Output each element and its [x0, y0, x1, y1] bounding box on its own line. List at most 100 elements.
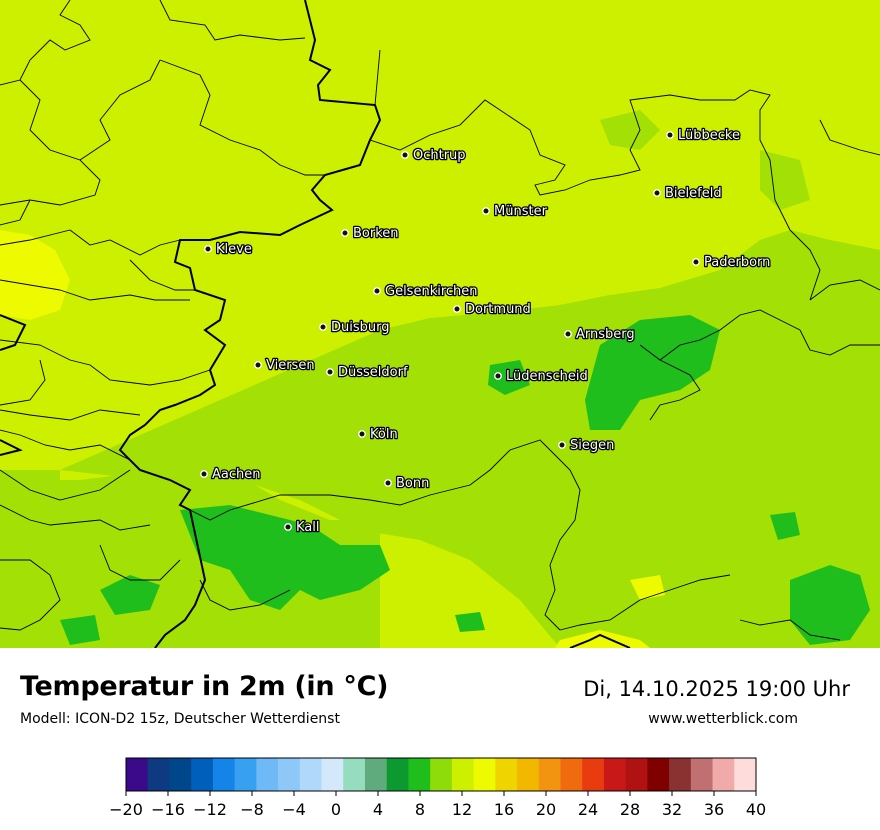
city-dot [564, 330, 572, 338]
legend-swatch [386, 758, 409, 791]
legend-swatch [669, 758, 692, 791]
city-label: Bonn [396, 476, 429, 491]
city-marker-16: Aachen [200, 466, 262, 483]
temperature-map: Lübbecke Ochtrup Bielefeld Münster Borken Kle… [0, 0, 880, 648]
legend-swatch [582, 758, 605, 791]
city-label: Lüdenscheid [506, 369, 588, 384]
legend-swatch [560, 758, 583, 791]
city-label: Kleve [216, 242, 252, 257]
city-dot [653, 189, 661, 197]
city-label: Bielefeld [665, 186, 722, 201]
city-marker-6: Paderborn [692, 254, 772, 271]
city-marker-0: Lübbecke [666, 127, 741, 144]
legend-swatch [299, 758, 323, 791]
city-label: Viersen [266, 358, 315, 373]
city-dot [200, 470, 208, 478]
city-dot [254, 361, 262, 369]
city-marker-14: Köln [358, 426, 399, 443]
legend-swatch [734, 758, 757, 791]
city-dot [453, 305, 461, 313]
legend-swatch [364, 758, 388, 791]
city-dot [482, 207, 490, 215]
legend-tick-label: 4 [373, 800, 383, 819]
city-dot [494, 372, 502, 380]
legend-swatch [603, 758, 627, 791]
city-marker-8: Dortmund [453, 301, 532, 318]
city-dot [341, 229, 349, 237]
legend-swatch [126, 758, 149, 791]
city-dot [384, 479, 392, 487]
temperature-field-mid-green [60, 315, 870, 645]
legend-swatch [495, 758, 518, 791]
map-title: Temperatur in 2m (in °C) [20, 671, 389, 702]
color-legend: −20 −16 −12 −8 −4 0 4 8 12 16 20 24 28 32 36 40 [109, 757, 766, 819]
city-label: Münster [494, 204, 548, 219]
city-label: Ochtrup [413, 148, 466, 163]
city-label: Köln [370, 427, 398, 442]
legend-swatch [234, 758, 257, 791]
legend-swatch [538, 758, 561, 791]
legend-frame [125, 757, 757, 792]
legend-swatch [278, 758, 301, 791]
legend-tick-label: 12 [452, 800, 472, 819]
city-label: Kall [296, 520, 320, 535]
legend-swatch [212, 758, 236, 791]
city-marker-18: Kall [284, 519, 321, 536]
city-label: Gelsenkirchen [385, 284, 478, 299]
legend-tick-label: −16 [151, 800, 185, 819]
city-label: Dortmund [465, 302, 531, 317]
website-link[interactable]: www.wetterblick.com [648, 711, 798, 727]
city-marker-9: Duisburg [319, 319, 391, 336]
legend-swatch [191, 758, 214, 791]
city-marker-7: Gelsenkirchen [373, 283, 479, 300]
country-borders [0, 0, 631, 648]
city-marker-2: Bielefeld [653, 185, 723, 202]
legend-swatch [690, 758, 714, 791]
legend-swatch [256, 758, 279, 791]
city-dot [692, 258, 700, 266]
legend-tick-label: 0 [331, 800, 341, 819]
legend-swatch [343, 758, 366, 791]
city-label: Paderborn [704, 255, 770, 270]
legend-swatch [430, 758, 453, 791]
legend-tick-label: 28 [620, 800, 640, 819]
city-dot [666, 131, 674, 139]
legend-tick-label: 32 [662, 800, 682, 819]
legend-swatch [517, 758, 540, 791]
city-label: Arnsberg [576, 327, 635, 342]
city-dot [558, 441, 566, 449]
city-label: Siegen [570, 438, 614, 453]
temperature-field-yellow [0, 230, 665, 648]
city-marker-11: Viersen [254, 357, 316, 374]
city-marker-1: Ochtrup [401, 147, 467, 164]
city-marker-4: Borken [341, 225, 400, 242]
city-label: Lübbecke [678, 128, 740, 143]
city-marker-5: Kleve [204, 241, 253, 258]
legend-tick-label: 20 [536, 800, 556, 819]
legend-tick-label: −20 [109, 800, 143, 819]
city-label: Borken [353, 226, 399, 241]
city-marker-15: Siegen [558, 437, 616, 454]
legend-tick-label: 24 [578, 800, 598, 819]
city-dot [358, 430, 366, 438]
legend-tick-label: 36 [704, 800, 724, 819]
legend-swatch [473, 758, 496, 791]
city-dot [204, 245, 212, 253]
legend-swatch [321, 758, 344, 791]
legend-swatch [408, 758, 431, 791]
legend-tick-label: −8 [240, 800, 264, 819]
city-marker-17: Bonn [384, 475, 431, 492]
legend-tick-label: 40 [746, 800, 766, 819]
city-dot [373, 287, 381, 295]
legend-swatch [625, 758, 648, 791]
model-info: Modell: ICON-D2 15z, Deutscher Wetterdie… [20, 711, 340, 727]
legend-swatch [147, 758, 170, 791]
city-dot [401, 151, 409, 159]
city-dot [284, 523, 292, 531]
legend-tick-label: 16 [494, 800, 514, 819]
legend-tick-label: −12 [193, 800, 227, 819]
legend-swatch [451, 758, 475, 791]
city-label: Düsseldorf [338, 365, 408, 380]
city-label: Aachen [212, 467, 260, 482]
city-marker-12: Düsseldorf [326, 364, 409, 381]
